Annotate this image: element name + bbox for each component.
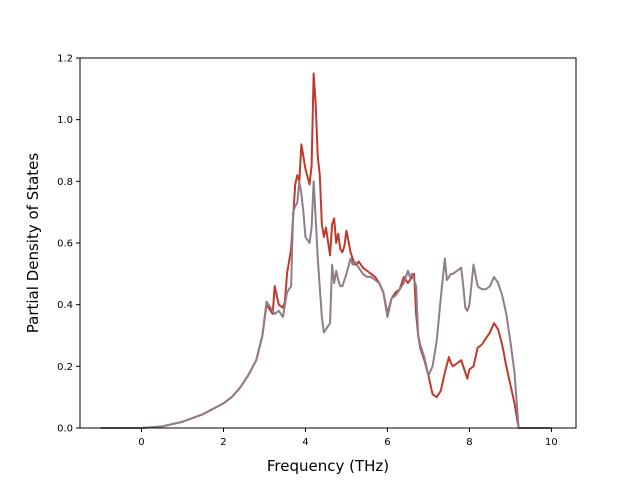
x-tick-label: 6 [384, 437, 390, 448]
series-layer [100, 72, 552, 429]
x-tick-label: 2 [220, 437, 226, 448]
x-axis-ticks: 0 2 4 6 8 10 [138, 428, 558, 448]
y-tick-label: 0.8 [57, 177, 73, 188]
y-tick-label: 1.2 [57, 54, 73, 65]
x-tick-label: 10 [545, 437, 558, 448]
x-tick-label: 0 [138, 437, 144, 448]
y-axis-label: Partial Density of States [24, 153, 42, 334]
x-axis-label: Frequency (THz) [267, 457, 389, 475]
y-tick-label: 1.0 [57, 115, 73, 126]
y-tick-label: 0.0 [57, 424, 73, 435]
y-tick-label: 0.6 [57, 239, 73, 250]
x-tick-label: 4 [302, 437, 308, 448]
x-tick-label: 8 [466, 437, 472, 448]
y-tick-label: 0.4 [57, 300, 73, 311]
series-line-1 [100, 180, 552, 429]
y-axis-ticks: 0.0 0.2 0.4 0.6 0.8 1.0 1.2 [57, 54, 80, 435]
y-tick-label: 0.2 [57, 362, 73, 373]
